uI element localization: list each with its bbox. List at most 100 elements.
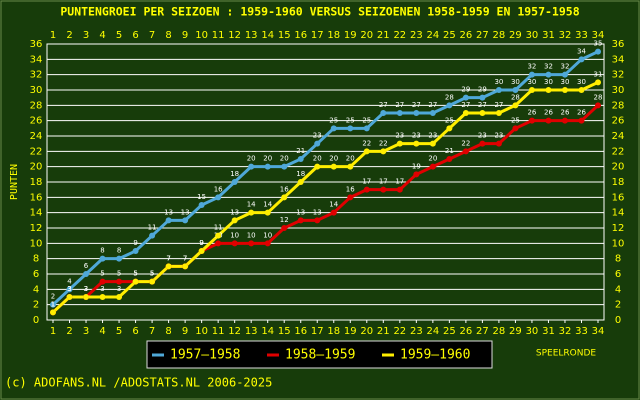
data-label: 14 <box>247 201 256 209</box>
data-point <box>528 71 535 78</box>
y2-tick-label: 16 <box>612 192 625 203</box>
y-tick-label: 28 <box>30 100 43 111</box>
data-label: 5 <box>150 270 154 278</box>
data-label: 30 <box>494 78 503 86</box>
data-point <box>429 163 436 170</box>
x-tick-label: 33 <box>575 326 588 337</box>
legend-label: 1958–1959 <box>285 348 355 363</box>
data-point <box>347 194 354 201</box>
data-label: 10 <box>247 231 256 239</box>
data-label: 20 <box>247 155 256 163</box>
data-label: 27 <box>379 101 388 109</box>
data-label: 13 <box>296 208 305 216</box>
data-point <box>215 240 222 247</box>
data-point <box>264 240 271 247</box>
data-point <box>83 271 90 277</box>
data-point <box>330 125 337 132</box>
data-point <box>149 278 156 285</box>
data-label: 12 <box>280 216 289 224</box>
data-point <box>512 102 519 109</box>
data-point <box>116 294 123 300</box>
data-label: 6 <box>84 262 89 270</box>
y2-tick-label: 30 <box>612 85 625 96</box>
data-point <box>595 79 601 86</box>
data-point <box>66 294 73 300</box>
data-label: 16 <box>214 185 223 193</box>
data-point <box>231 240 238 247</box>
y2-tick-label: 32 <box>612 70 625 81</box>
data-label: 29 <box>461 86 470 94</box>
data-point <box>479 110 486 116</box>
data-label: 21 <box>296 147 305 155</box>
x-tick-label: 11 <box>212 326 225 337</box>
data-point <box>479 140 486 147</box>
data-point <box>595 102 601 109</box>
x-tick-label-top: 21 <box>377 30 390 41</box>
x-tick-label: 23 <box>410 326 423 337</box>
data-point <box>545 87 552 93</box>
x-tick-label-top: 18 <box>327 30 340 41</box>
data-point <box>413 140 420 147</box>
data-point <box>231 179 238 185</box>
data-label: 26 <box>561 109 570 117</box>
data-label: 28 <box>511 93 520 101</box>
data-point <box>116 278 123 285</box>
y-tick-label: 22 <box>30 146 43 157</box>
data-label: 3 <box>67 285 71 293</box>
data-label: 25 <box>346 116 355 124</box>
x-tick-label-top: 26 <box>460 30 473 41</box>
data-label: 2 <box>51 293 55 301</box>
x-tick-label-top: 13 <box>245 30 258 41</box>
x-tick-label-top: 7 <box>149 30 155 41</box>
data-point <box>413 171 420 178</box>
x-tick-label-top: 14 <box>261 30 274 41</box>
data-point <box>165 263 172 270</box>
y2-tick-label: 20 <box>612 162 625 173</box>
data-label: 9 <box>199 239 203 247</box>
data-point <box>495 110 502 116</box>
data-label: 7 <box>166 254 170 262</box>
x-tick-label-top: 33 <box>575 30 588 41</box>
x-tick-label: 22 <box>393 326 406 337</box>
data-label: 22 <box>379 139 388 147</box>
data-label: 22 <box>362 139 371 147</box>
data-label: 20 <box>428 155 437 163</box>
data-point <box>231 217 238 224</box>
data-label: 5 <box>133 270 137 278</box>
data-label: 25 <box>362 116 371 124</box>
data-point <box>99 255 106 262</box>
data-point <box>198 248 205 254</box>
data-point <box>182 263 189 270</box>
data-point <box>462 148 469 155</box>
y2-tick-label: 28 <box>612 100 625 111</box>
data-label: 10 <box>230 231 239 239</box>
x-tick-label-top: 34 <box>592 30 605 41</box>
data-point <box>248 163 255 170</box>
data-label: 1 <box>51 300 55 308</box>
x-tick-label: 32 <box>559 326 572 337</box>
data-point <box>462 110 469 116</box>
x-tick-label: 27 <box>476 326 489 337</box>
x-tick-label: 25 <box>443 326 456 337</box>
x-tick-label: 4 <box>99 326 105 337</box>
data-point <box>512 125 519 132</box>
data-point <box>578 87 585 93</box>
data-point <box>429 110 436 116</box>
y-tick-label: 34 <box>30 54 43 65</box>
data-point <box>446 156 453 162</box>
data-point <box>347 125 354 132</box>
x-tick-label-top: 15 <box>278 30 291 41</box>
data-label: 10 <box>263 231 272 239</box>
x-tick-label-top: 31 <box>542 30 555 41</box>
y-tick-label: 0 <box>33 315 39 326</box>
data-label: 5 <box>150 270 154 278</box>
x-tick-label-top: 27 <box>476 30 489 41</box>
data-label: 23 <box>313 132 322 140</box>
data-point <box>281 194 288 201</box>
x-tick-label-top: 22 <box>393 30 406 41</box>
data-point <box>330 163 337 170</box>
data-point <box>446 102 453 109</box>
data-point <box>578 117 585 124</box>
data-point <box>330 209 337 216</box>
y2-tick-label: 22 <box>612 146 625 157</box>
